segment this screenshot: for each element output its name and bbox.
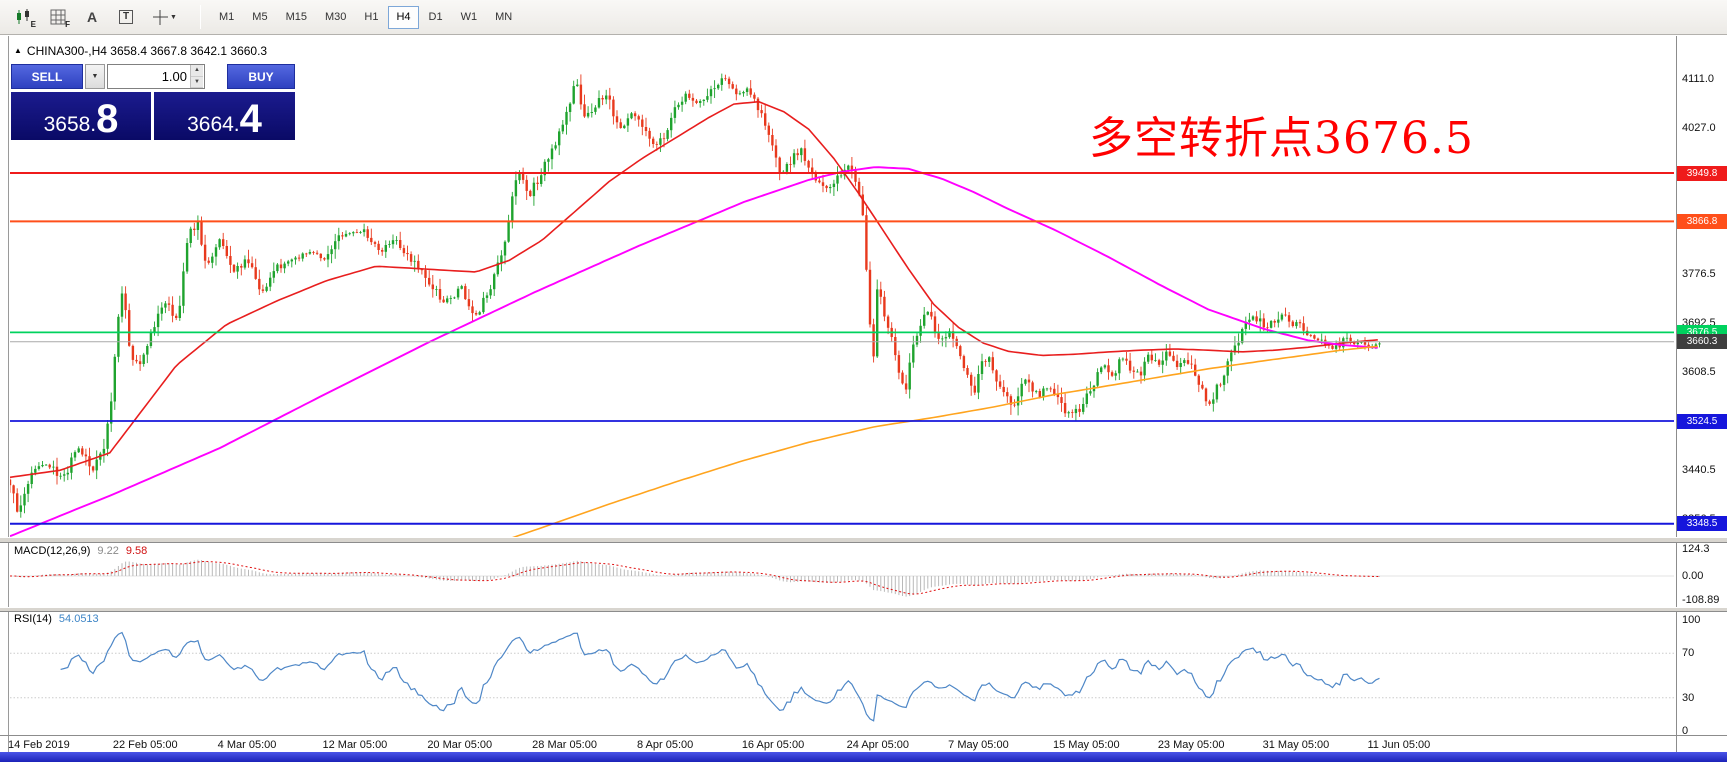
timeframe-button-m5[interactable]: M5 [244,6,275,29]
macd-panel-label: MACD(12,26,9) 9.22 9.58 [14,545,147,557]
rsi-value: 54.0513 [58,613,99,625]
timeframe-button-h4[interactable]: H4 [388,5,419,29]
ma-mid-magenta [10,166,1378,537]
taskbar-strip [0,752,1727,762]
candlestick-glyph [17,9,29,24]
trade-quotes-row: 3658. 8 3664. 4 [11,92,295,140]
candles-layer [10,73,1381,518]
macd-name: MACD(12,26,9) [14,545,91,557]
sell-price-display: 3658. 8 [11,92,151,140]
trade-controls-row: SELL ▼ ▲ ▼ BUY [11,64,295,89]
sell-price-main: 3658. [43,112,97,136]
lot-size-box: ▲ ▼ [107,64,205,89]
order-options-caret-button[interactable]: ▼ [85,64,105,89]
lot-increase-button[interactable]: ▲ [191,65,203,77]
time-axis-border [0,735,1727,736]
lot-size-input[interactable] [108,65,190,88]
toolbar-separator [200,5,201,29]
panel-splitter-macd[interactable] [0,537,1727,543]
one-click-trade-panel: SELL ▼ ▲ ▼ BUY 3658.8 3664.4 [11,64,295,140]
timeframe-button-m1[interactable]: M1 [211,6,242,29]
candlestick-chart-icon[interactable]: E [10,4,38,30]
top-toolbar: E F A T ▼ M1 M5 M15 M30 H1 H4 D1 W1 MN [0,0,1727,35]
macd-signal-value: 9.58 [125,545,148,557]
timeframe-button-m30[interactable]: M30 [317,6,354,29]
sell-button[interactable]: SELL [11,64,83,89]
text-label-icon[interactable]: T [112,4,140,30]
rsi-panel-label: RSI(14) 54.0513 [14,613,99,625]
sell-price-big-digit: 8 [96,97,119,142]
rsi-name: RSI(14) [14,613,52,625]
icon-sub-letter: E [30,20,36,29]
rsi-layer [10,631,1674,722]
crosshair-pointer-icon[interactable]: ▼ [146,4,184,30]
buy-price-big-digit: 4 [239,97,262,142]
panel-splitter-rsi[interactable] [0,607,1727,612]
crosshair-glyph [153,9,169,25]
icon-sub-letter: F [65,20,70,29]
text-annotation-icon[interactable]: A [78,4,106,30]
timeframe-bar: M1 M5 M15 M30 H1 H4 D1 W1 MN [211,5,522,29]
hlines-layer [10,172,1674,525]
macd-layer [10,559,1674,597]
price-axis-border [1676,36,1677,752]
buy-price-display: 3664. 4 [154,92,295,140]
lot-spinner: ▲ ▼ [190,65,203,88]
chart-title-text: CHINA300-,H4 3658.4 3667.8 3642.1 3660.3 [26,44,268,58]
timeframe-button-h1[interactable]: H1 [356,6,386,29]
ma-slow-orange [512,345,1378,537]
chart-title: ▲ CHINA300-,H4 3658.4 3667.8 3642.1 3660.… [14,44,267,58]
collapse-panel-icon[interactable]: ▲ [14,46,22,55]
indicator-grid-icon[interactable]: F [44,4,72,30]
timeframe-button-m15[interactable]: M15 [278,6,315,29]
chart-left-border [8,36,9,752]
ma-lines-layer [10,100,1378,537]
timeframe-button-d1[interactable]: D1 [421,6,451,29]
grid-glyph [50,9,66,25]
timeframe-button-mn[interactable]: MN [487,6,520,29]
buy-button[interactable]: BUY [227,64,295,89]
chart-annotation: 多空转折点3676.5 [1089,113,1474,164]
macd-main-value: 9.22 [97,545,119,557]
buy-price-main: 3664. [187,112,240,136]
dropdown-caret-icon: ▼ [170,13,177,21]
lot-decrease-button[interactable]: ▼ [191,76,203,88]
timeframe-button-w1[interactable]: W1 [453,6,486,29]
ma-fast-red [10,100,1378,479]
